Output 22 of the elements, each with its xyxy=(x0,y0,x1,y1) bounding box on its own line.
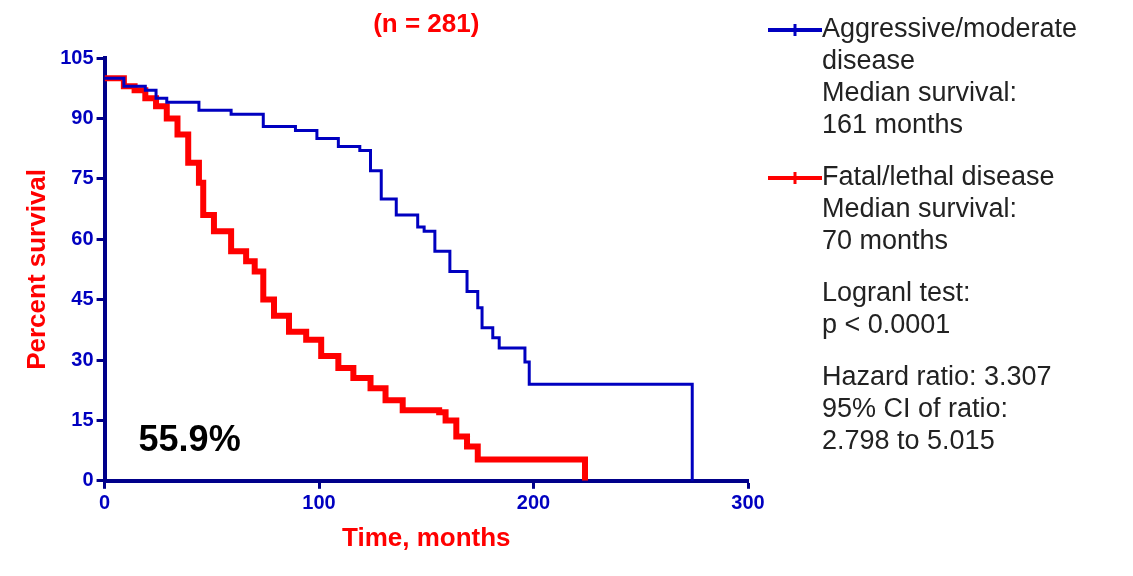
text: Median survival: 161 months xyxy=(822,76,1019,140)
y-tick-label: 60 xyxy=(71,226,94,249)
y-tick-label: 0 xyxy=(82,468,94,491)
x-tick-label: 100 xyxy=(302,491,336,514)
x-axis-title: Time, months xyxy=(342,521,511,552)
text: Logranl test: p < 0.0001 xyxy=(822,276,972,340)
x-tick-label: 300 xyxy=(731,491,765,514)
y-tick-label: 15 xyxy=(71,407,94,430)
legend-label: Aggressive/moderate disease xyxy=(822,12,1079,76)
y-tick-label: 45 xyxy=(71,287,94,310)
y-tick-label: 30 xyxy=(71,347,94,370)
text: Hazard ratio: 3.307 95% CI of ratio: 2.798 to 5.015 xyxy=(822,360,1053,456)
y-tick-label: 90 xyxy=(71,105,94,128)
annotation: 55.9% xyxy=(138,417,241,459)
legend-label: Fatal/lethal disease xyxy=(822,160,1055,192)
chart-title: (n = 281) xyxy=(373,8,480,39)
text: Median survival: 70 months xyxy=(822,192,1019,256)
y-tick-label: 105 xyxy=(60,45,94,68)
x-tick-label: 200 xyxy=(516,491,551,514)
y-axis-title: Percent survival xyxy=(20,168,51,370)
y-tick-label: 75 xyxy=(71,166,94,189)
x-tick-label: 0 xyxy=(99,491,111,514)
